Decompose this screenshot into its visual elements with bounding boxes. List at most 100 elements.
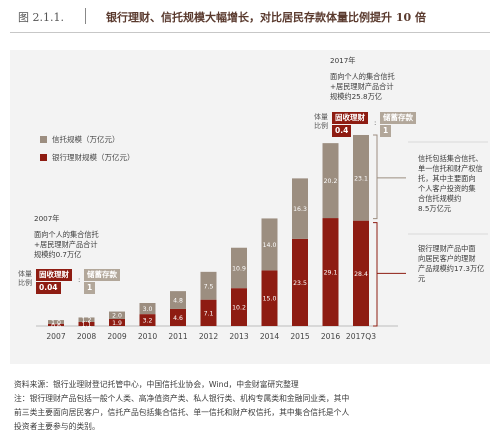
note-2017-year: 2017年 [330, 56, 356, 65]
ratio-2007-numerator-value: 0.04 [36, 282, 61, 294]
label-wealth-2013: 10.2 [232, 305, 246, 312]
x-tick-2008: 2008 [77, 332, 96, 341]
note-wealth-line1: 银行理财产品中面 [418, 244, 476, 253]
label-wealth-2014: 15.0 [263, 296, 277, 303]
legend-swatch-wealth [40, 154, 47, 161]
bar-trust-2013 [231, 247, 247, 289]
header-separator [85, 8, 86, 24]
source-notes: 资料来源：银行业理财登记托管中心，中国信托业协会，Wind，中金财富研究整理 注… [14, 378, 490, 434]
source-line-3: 前三类主要面向居民客户，信托产品包括集合信托、单一信托和财产权信托，其中集合信托… [14, 408, 350, 417]
note-2007: 2007年 面向个人的集合信托 +居民理财产品合计 规模约0.7万亿 [34, 214, 99, 260]
bar-trust-2010 [139, 303, 156, 315]
label-wealth-2011: 4.6 [173, 315, 183, 322]
x-tick-2010: 2010 [138, 332, 157, 341]
bar-wealth-2012 [200, 299, 217, 326]
bar-wealth-2011 [170, 308, 186, 326]
bar-wealth-2009 [109, 318, 125, 326]
bar-trust-2011 [170, 291, 186, 309]
bar-wealth-2017Q3 [353, 220, 369, 326]
label-trust-2010: 3.0 [143, 306, 153, 313]
ratio-label-2007: 体量 比例 [18, 270, 32, 287]
figure-label: 图 2.1.1. [18, 11, 64, 24]
note-2017-line1: 面向个人的集合信托 [330, 72, 395, 81]
label-trust-2015: 16.3 [293, 206, 307, 213]
bar-trust-2007 [48, 320, 64, 324]
label-wealth-2017Q3: 28.4 [354, 271, 368, 278]
label-wealth-2010: 3.2 [143, 318, 153, 325]
note-wealth: 银行理财产品中面 向居民客户的理财 产品规模约17.3万亿元 [418, 244, 488, 284]
ratio-2017-denominator: 储蓄存款 [380, 112, 416, 124]
legend-item-trust: 信托规模（万亿元） [40, 134, 120, 145]
bar-trust-2015 [292, 178, 308, 239]
note-2007-year: 2007年 [34, 214, 60, 223]
legend-label-trust: 信托规模（万亿元） [52, 135, 120, 144]
x-tick-2007: 2007 [46, 332, 65, 341]
label-trust-2008: 1.2 [82, 317, 92, 324]
bar-wealth-2014 [261, 270, 278, 326]
note-trust-line3: 托，其中主要面向 [418, 174, 476, 183]
source-line-4: 投资者主要参与的类别。 [14, 422, 100, 431]
label-trust-2011: 4.8 [173, 298, 183, 305]
bar-wealth-2016 [322, 218, 339, 326]
note-trust-line1: 信托包括集合信托、 [418, 154, 483, 163]
note-2017-line3: 规模约25.8万亿 [330, 92, 382, 101]
bar-trust-2008 [78, 317, 95, 322]
label-wealth-2008: 1.1 [82, 321, 92, 328]
label-wealth-2009: 1.9 [112, 320, 122, 327]
label-wealth-2007: 0.6 [51, 322, 61, 329]
label-trust-2013: 10.9 [232, 265, 246, 272]
ratio-2007-separator: : [78, 276, 81, 284]
note-trust-line2: 单一信托和财产权信 [418, 164, 483, 173]
note-trust-line5: 合信托规模约 [418, 194, 462, 203]
x-tick-2012: 2012 [199, 332, 218, 341]
ratio-2007-denominator: 储蓄存款 [84, 269, 120, 281]
ratio-2017-numerator: 固收理财 [332, 112, 368, 124]
note-2007-line3: 规模约0.7万亿 [34, 250, 82, 259]
label-wealth-2012: 7.1 [204, 310, 214, 317]
chart-panel: 0.6 1.0 2007 1.1 1.2 2008 1.9 2.0 2009 3.2 3.0 2010… [10, 50, 490, 364]
bar-wealth-2008 [78, 321, 95, 326]
ratio-2017-numerator-value: 0.4 [332, 125, 352, 137]
bar-wealth-2010 [139, 314, 156, 326]
source-line-1: 资料来源：银行业理财登记托管中心，中国信托业协会，Wind，中金财富研究整理 [14, 380, 299, 389]
bar-trust-2016 [322, 143, 339, 219]
bar-wealth-2007 [48, 323, 64, 326]
note-wealth-line2: 向居民客户的理财 [418, 254, 476, 263]
label-trust-2016: 20.2 [324, 178, 338, 185]
figure-header: 图 2.1.1. 银行理财、信托规模大幅增长，对比居民存款体量比例提升 10 倍 [10, 6, 490, 28]
x-tick-2017Q3: 2017Q3 [346, 332, 376, 341]
x-tick-2009: 2009 [107, 332, 126, 341]
header-rule [10, 32, 490, 33]
label-trust-2007: 1.0 [51, 319, 61, 326]
label-trust-2014: 14.0 [263, 242, 277, 249]
ratio-2007-numerator: 固收理财 [36, 269, 72, 281]
bar-trust-2014 [261, 218, 278, 271]
bar-wealth-2015 [292, 238, 308, 326]
note-trust-line6: 8.5万亿元 [418, 204, 451, 213]
note-2007-line1: 面向个人的集合信托 [34, 230, 99, 239]
bracket-trust [373, 134, 378, 220]
x-tick-2013: 2013 [229, 332, 248, 341]
x-tick-2015: 2015 [290, 332, 309, 341]
note-2017: 2017年 面向个人的集合信托 +居民理财产品合计 规模约25.8万亿 [330, 56, 395, 102]
stacked-bar-chart: 0.61.0 2007 1.11.2 2008 1.92.0 2009 3.2 3.0 2010… [36, 134, 488, 341]
x-tick-2014: 2014 [260, 332, 279, 341]
x-tick-2016: 2016 [321, 332, 340, 341]
legend-item-wealth: 银行理财规模（万亿元） [40, 152, 135, 163]
bar-wealth-2013 [231, 288, 247, 326]
legend-swatch-trust [40, 136, 47, 143]
bracket-wealth [373, 222, 378, 327]
label-trust-2012: 7.5 [204, 283, 214, 290]
legend-label-wealth: 银行理财规模（万亿元） [52, 153, 135, 162]
note-2007-line2: +居民理财产品合计 [34, 240, 98, 249]
label-wealth-2015: 23.5 [293, 280, 307, 287]
note-wealth-line3: 产品规模约17.3万亿元 [418, 264, 485, 283]
ratio-2007-denominator-value: 1 [84, 282, 96, 294]
ratio-2017-denominator-value: 1 [380, 125, 392, 137]
source-line-2: 注：银行理财产品包括一般个人类、高净值资产类、私人银行类、机构专属类和金融同业类… [14, 394, 350, 403]
bar-trust-2017Q3 [353, 134, 369, 221]
note-2017-line2: +居民理财产品合计 [330, 82, 394, 91]
label-wealth-2016: 29.1 [324, 270, 338, 277]
x-tick-2011: 2011 [168, 332, 187, 341]
ratio-2017-separator: : [374, 119, 377, 127]
